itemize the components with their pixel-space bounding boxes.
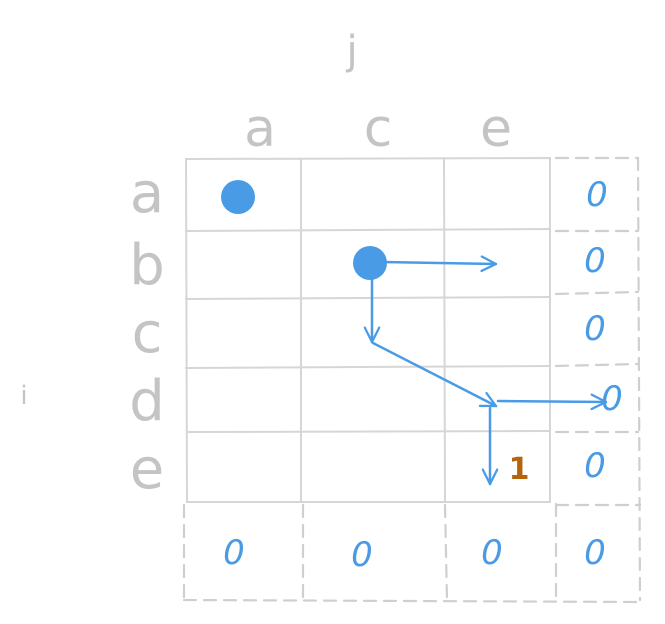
column-header-c: c [364,99,393,159]
result-value: 1 [509,452,530,487]
arrow-right-from-b-c [380,255,498,273]
traversal-arrows [363,255,608,486]
dot-cell-b-c [353,246,387,280]
dot-cell-a-a [221,180,255,214]
column-axis-label: j [345,28,357,74]
arrow-diagonal-to-d-e [371,341,498,408]
right-value-row-d: 0 [601,379,623,419]
right-dashed-column [554,156,642,602]
right-value-row-a: 0 [586,175,608,215]
main-grid [184,156,551,503]
arrow-right-from-d-e [496,393,608,411]
bottom-value-col-e: 0 [481,533,503,573]
column-header-e: e [480,99,512,159]
row-header-d: d [129,369,165,434]
row-header-c: c [132,301,163,366]
row-header-b: b [129,233,165,298]
right-value-row-c: 0 [584,309,606,349]
bottom-dashed-row [182,503,642,604]
row-header-e: e [130,437,164,502]
right-value-row-b: 0 [584,241,606,281]
column-header-a: a [244,99,276,159]
bottom-value-corner: 0 [584,533,606,573]
bottom-value-col-a: 0 [223,533,245,573]
row-header-a: a [130,161,164,226]
bottom-value-col-c: 0 [351,535,373,575]
row-axis-label: i [20,381,27,411]
right-value-row-e: 0 [584,446,606,486]
